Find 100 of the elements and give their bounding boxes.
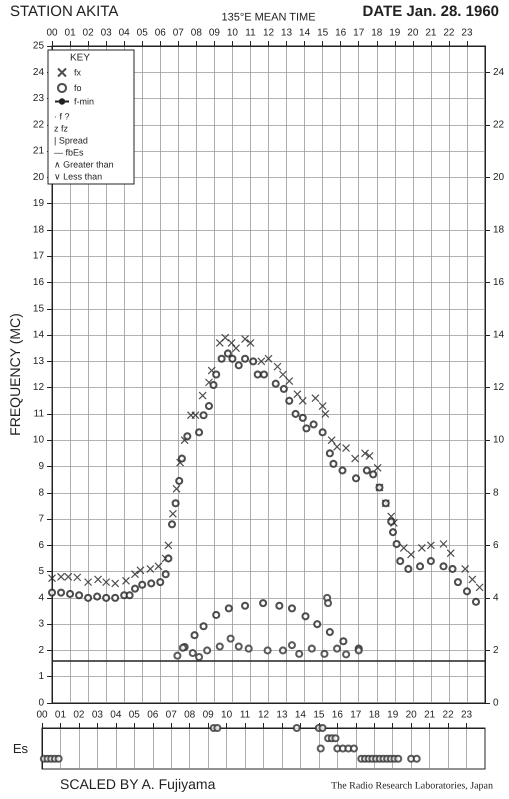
x2-tick-label: 02: [82, 28, 94, 38]
y-tick-label: 6: [38, 540, 44, 551]
y2-tick-label: 6: [493, 540, 499, 551]
y-tick-label: 5: [38, 566, 44, 578]
x2-tick-label: 07: [172, 28, 184, 38]
annotation: ∧ Greater than: [54, 160, 114, 170]
y2-tick-label: 24: [493, 66, 505, 78]
x-tick-label: 15: [313, 710, 325, 720]
y2-tick-label: 16: [493, 277, 505, 288]
annotation: ∨ Less than: [54, 172, 102, 182]
x2-tick-label: 00: [46, 28, 58, 38]
y2-tick-label: 0: [493, 698, 499, 708]
x2-axis-title: 135°E MEAN TIME: [221, 12, 316, 24]
x-tick-label: 21: [424, 710, 436, 720]
x-tick-label: 10: [221, 710, 233, 720]
x2-tick-label: 14: [299, 28, 311, 38]
x-tick-label: 14: [294, 710, 306, 720]
x-tick-label: 06: [147, 710, 159, 720]
y-tick-label: 0: [38, 698, 44, 708]
x2-tick-label: 22: [443, 28, 455, 38]
x2-tick-label: 18: [371, 28, 383, 38]
y-tick-label: 11: [34, 408, 44, 420]
x-tick-label: 05: [128, 710, 140, 720]
legend-label: fo: [74, 83, 82, 93]
y2-tick-label: 20: [493, 172, 505, 183]
x-tick-label: 07: [166, 710, 178, 720]
x2-tick-label: 03: [100, 28, 112, 38]
x2-tick-label: 04: [118, 28, 130, 38]
x-tick-label: 11: [240, 710, 251, 720]
y-tick-label: 15: [32, 303, 44, 314]
x2-tick-label: 12: [262, 28, 275, 38]
x-tick-label: 23: [460, 710, 473, 720]
x2-tick-label: 19: [389, 28, 401, 38]
y2-tick-label: 22: [493, 119, 505, 130]
y-tick-label: 8: [38, 487, 44, 498]
y-tick-label: 21: [32, 146, 44, 157]
x2-tick-label: 11: [245, 28, 256, 38]
x2-tick-label: 08: [190, 28, 202, 38]
x2-tick-label: 21: [425, 28, 437, 38]
x2-tick-label: 15: [317, 28, 329, 38]
y2-tick-label: 8: [493, 487, 499, 498]
x2-tick-label: 23: [461, 28, 473, 38]
annotation: — fbEs: [54, 148, 84, 158]
y2-tick-label: 14: [493, 330, 505, 341]
y-tick-label: 22: [32, 119, 44, 130]
x2-tick-label: 05: [136, 28, 148, 38]
x-tick-label: 20: [406, 710, 418, 720]
y-tick-label: 10: [32, 434, 44, 446]
x-tick-label: 04: [110, 710, 122, 720]
y-tick-label: 2: [38, 644, 44, 656]
x-tick-label: 09: [202, 710, 214, 720]
annotation: | Spread: [54, 136, 88, 146]
y-tick-label: 19: [32, 198, 44, 210]
y2-tick-label: 12: [493, 382, 505, 394]
x-tick-label: 17: [350, 710, 362, 720]
y-tick-label: 1: [38, 671, 44, 682]
y2-tick-label: 2: [493, 644, 499, 656]
x2-tick-label: 01: [64, 28, 76, 38]
x-tick-label: 18: [368, 710, 380, 720]
y-tick-label: 12: [32, 382, 44, 394]
chart-title: STATION AKITA: [10, 3, 118, 20]
y-tick-label: 17: [32, 250, 44, 262]
x2-tick-label: 16: [335, 28, 347, 38]
y-tick-label: 13: [32, 356, 44, 367]
x2-tick-label: 10: [226, 28, 238, 38]
legend-label: f-min: [74, 96, 94, 106]
x-tick-label: 19: [387, 710, 399, 720]
x2-tick-label: 20: [407, 28, 419, 38]
x2-tick-label: 09: [208, 28, 220, 38]
y-axis-title: Es: [12, 741, 28, 756]
y-tick-label: 16: [32, 277, 44, 288]
y-tick-label: 14: [32, 330, 44, 341]
legend-label: fx: [74, 68, 82, 78]
y2-tick-label: 4: [493, 592, 499, 604]
text: The Radio Research Laboratories, Japan: [331, 780, 494, 792]
x-tick-label: 01: [54, 710, 66, 720]
y-axis-title: FREQUENCY (MC): [7, 313, 23, 436]
x2-tick-label: 17: [353, 28, 365, 38]
x-tick-label: 13: [276, 710, 288, 720]
y-tick-label: 24: [32, 66, 44, 78]
y-tick-label: 9: [38, 460, 44, 472]
y-tick-label: 4: [38, 592, 44, 604]
text: SCALED BY A. Fujiyama: [60, 776, 216, 792]
y2-tick-label: 18: [493, 224, 505, 236]
x-tick-label: 03: [92, 710, 104, 720]
x-tick-label: 02: [73, 710, 85, 720]
y-tick-label: 7: [38, 514, 44, 525]
x-tick-label: 00: [36, 710, 48, 720]
x-tick-label: 12: [258, 710, 270, 720]
x-tick-label: 22: [442, 710, 454, 720]
y-tick-label: 25: [32, 40, 44, 52]
annotation: z fz: [54, 124, 68, 134]
legend-title: KEY: [70, 52, 90, 64]
y2-tick-label: 10: [493, 434, 505, 446]
y-tick-label: 18: [32, 224, 44, 236]
x2-tick-label: 06: [154, 28, 166, 38]
y-tick-label: 3: [38, 618, 44, 630]
text: DATE Jan. 28. 1960: [362, 3, 500, 20]
y-tick-label: 20: [32, 172, 44, 183]
x-tick-label: 08: [184, 710, 196, 720]
